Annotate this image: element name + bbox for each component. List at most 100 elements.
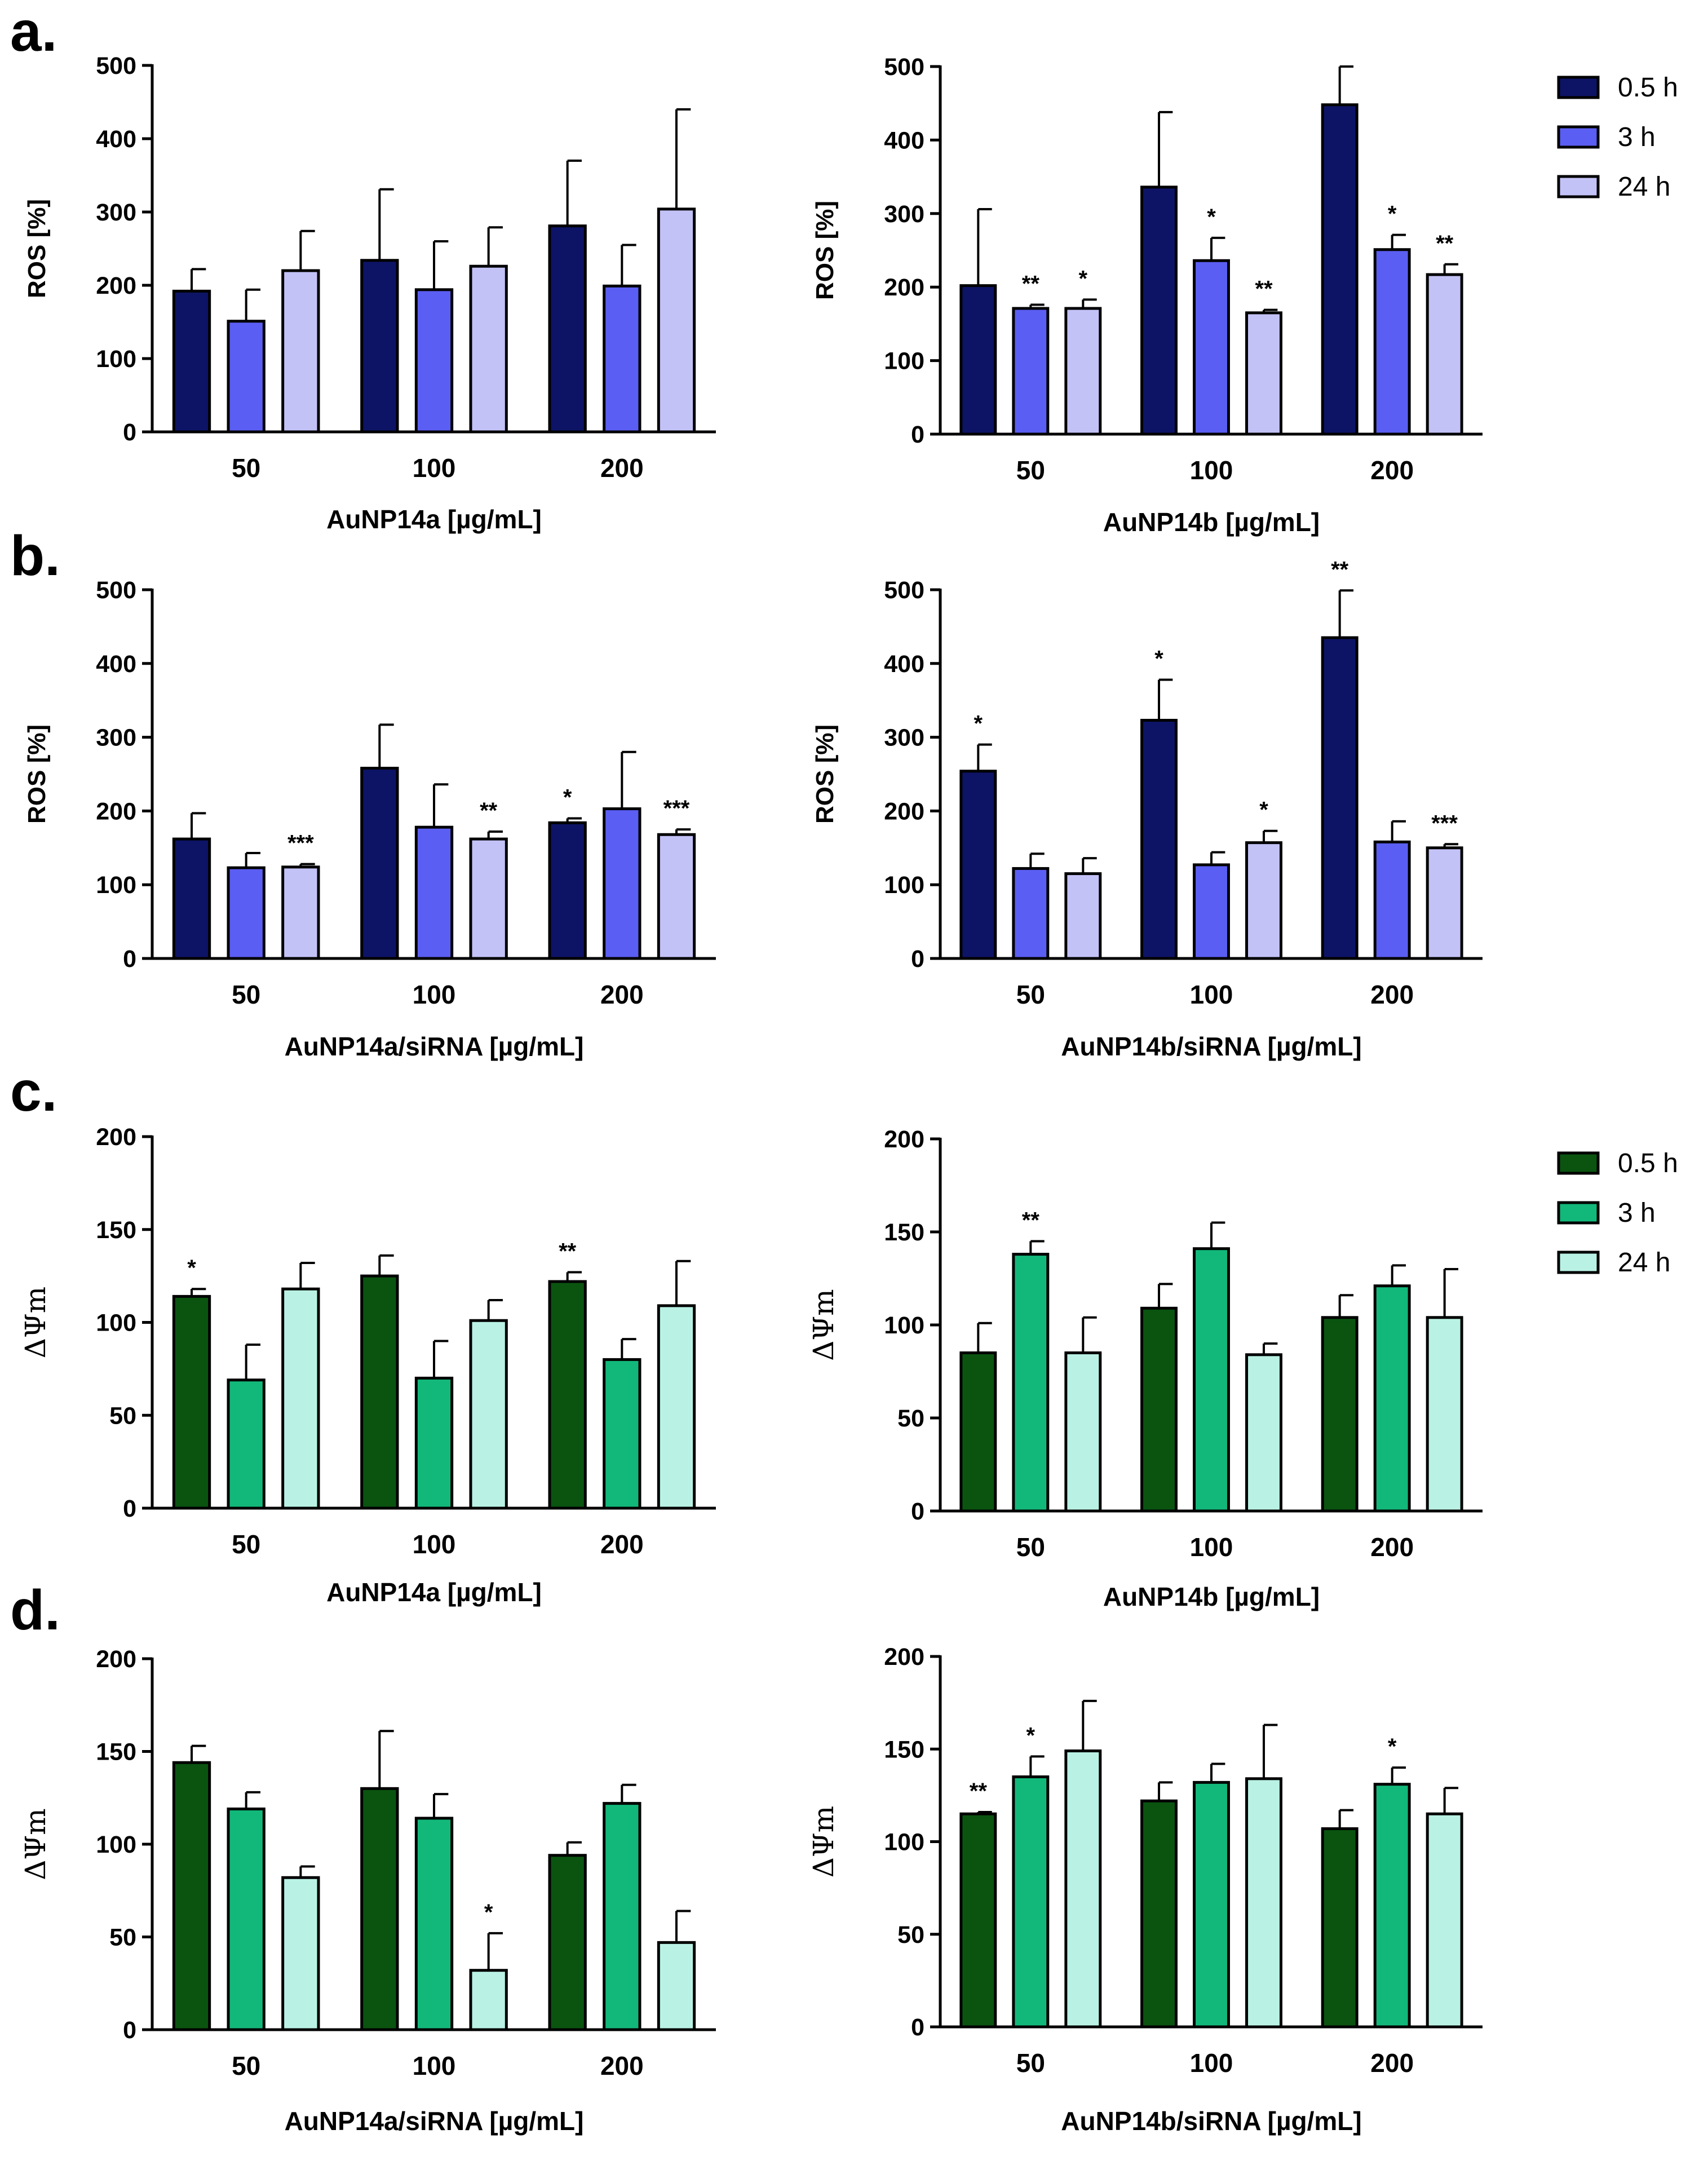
bar-3h-50 <box>227 1378 266 1510</box>
y-tick-label: 300 <box>884 724 924 752</box>
legend-swatch <box>1557 1251 1600 1274</box>
bar-24h-200 <box>1426 273 1463 436</box>
significance-marker: * <box>187 1256 196 1280</box>
bar-3h-50 <box>1012 1253 1050 1513</box>
bar-05h-50 <box>959 1351 997 1513</box>
bar-05h-200 <box>1321 103 1359 436</box>
x-axis-title: AuNP14a [µg/mL] <box>326 505 542 534</box>
bar-05h-200 <box>1321 636 1359 960</box>
y-tick-label: 500 <box>884 577 924 604</box>
y-tick-label: 0 <box>911 421 924 448</box>
x-axis-title: AuNP14a/siRNA [µg/mL] <box>285 1032 584 1061</box>
y-tick-label: 400 <box>884 651 924 678</box>
x-axis-title: AuNP14a/siRNA [µg/mL] <box>285 2106 584 2136</box>
bar-05h-50 <box>172 1761 211 2031</box>
x-tick-label: 100 <box>413 453 456 483</box>
y-tick-label: 400 <box>96 651 136 678</box>
significance-marker: ** <box>970 1779 988 1804</box>
y-tick-label: 400 <box>884 127 924 154</box>
bar-3h-100 <box>414 1376 454 1510</box>
y-tick-label: 200 <box>96 1124 136 1151</box>
bar-3h-50 <box>227 1807 266 2031</box>
y-axis-title: ΔΨm <box>19 1287 52 1358</box>
bar-3h-200 <box>603 1358 641 1510</box>
y-tick-label: 500 <box>884 54 924 81</box>
bar-3h-100 <box>414 288 454 434</box>
y-tick-label: 150 <box>884 1219 924 1246</box>
y-tick-label: 0 <box>911 945 924 973</box>
bar-24h-50 <box>1064 1351 1102 1513</box>
bar-3h-200 <box>603 1802 641 2031</box>
x-axis-title: AuNP14b [µg/mL] <box>1103 1582 1320 1611</box>
y-tick-label: 100 <box>96 1831 136 1858</box>
significance-marker: * <box>1388 202 1397 227</box>
y-tick-label: 50 <box>897 1405 924 1432</box>
bar-05h-50 <box>959 284 997 436</box>
significance-marker: * <box>1026 1723 1036 1748</box>
chart-d-left: 0 50 100 150 200 ΔΨm 50 * 100 200 AuNP14a/siRNA [µ… <box>19 1646 716 2136</box>
bar-05h-50 <box>172 289 211 434</box>
y-tick-label: 0 <box>123 2017 136 2044</box>
y-tick-label: 200 <box>96 272 136 299</box>
x-tick-label: 50 <box>232 1530 260 1559</box>
bar-05h-200 <box>548 821 587 960</box>
bar-05h-50 <box>959 770 997 960</box>
x-tick-label: 50 <box>1016 1532 1045 1562</box>
y-tick-label: 0 <box>123 1495 136 1522</box>
y-tick-label: 200 <box>884 274 924 301</box>
significance-marker: ** <box>1436 231 1454 256</box>
significance-marker: ** <box>1022 271 1040 296</box>
chart-c-left: 0 50 100 150 200 ΔΨm * 50 100 ** 200 AuNP14a [µg/mL… <box>19 1124 716 1607</box>
significance-marker: * <box>563 785 572 810</box>
y-tick-label: 300 <box>96 724 136 752</box>
bar-3h-50 <box>1012 867 1050 960</box>
bar-3h-100 <box>414 1817 454 2031</box>
x-tick-label: 50 <box>1016 980 1045 1009</box>
x-tick-label: 100 <box>1190 2048 1233 2078</box>
y-tick-label: 200 <box>96 798 136 825</box>
bar-3h-50 <box>227 320 266 434</box>
bar-3h-100 <box>1193 1780 1230 2029</box>
y-tick-label: 100 <box>884 1312 924 1339</box>
legend-label: 3 h <box>1618 122 1656 152</box>
y-tick-label: 500 <box>96 577 136 604</box>
bar-24h-200 <box>1426 1812 1463 2029</box>
x-tick-label: 50 <box>232 980 260 1009</box>
legend-swatch <box>1557 1201 1600 1225</box>
bar-24h-100 <box>469 837 508 960</box>
y-tick-label: 150 <box>96 1739 136 1766</box>
y-tick-label: 0 <box>123 945 136 973</box>
x-tick-label: 100 <box>1190 980 1233 1009</box>
significance-marker: ** <box>559 1239 577 1264</box>
chart-c-right: 0 50 100 150 200 ΔΨm ** 50 100 200 AuNP14b [µg/mL] <box>807 1126 1483 1611</box>
bar-3h-100 <box>414 825 454 960</box>
significance-marker: ** <box>1022 1208 1040 1233</box>
bar-05h-100 <box>360 767 399 960</box>
bar-05h-200 <box>1321 1316 1359 1513</box>
bar-24h-100 <box>469 264 508 434</box>
y-tick-label: 150 <box>884 1736 924 1763</box>
bar-3h-50 <box>1012 307 1050 436</box>
bar-24h-50 <box>1064 307 1102 436</box>
significance-marker: * <box>484 1900 493 1925</box>
bar-24h-100 <box>469 1969 508 2031</box>
y-tick-label: 100 <box>96 1310 136 1337</box>
y-tick-label: 100 <box>884 348 924 375</box>
y-tick-label: 300 <box>96 199 136 226</box>
bar-24h-200 <box>657 1941 696 2031</box>
x-tick-label: 200 <box>1370 1532 1414 1562</box>
bar-3h-200 <box>1373 1284 1411 1513</box>
bar-24h-50 <box>281 1287 320 1510</box>
significance-marker: *** <box>1431 811 1458 836</box>
bar-24h-200 <box>1426 846 1463 960</box>
bar-05h-200 <box>548 224 587 434</box>
y-tick-label: 100 <box>884 872 924 899</box>
x-tick-label: 100 <box>413 980 456 1009</box>
bar-24h-100 <box>1245 1777 1282 2029</box>
bar-05h-100 <box>1140 185 1178 436</box>
bar-3h-50 <box>227 866 266 960</box>
y-tick-label: 200 <box>884 798 924 825</box>
y-tick-label: 200 <box>884 1643 924 1671</box>
